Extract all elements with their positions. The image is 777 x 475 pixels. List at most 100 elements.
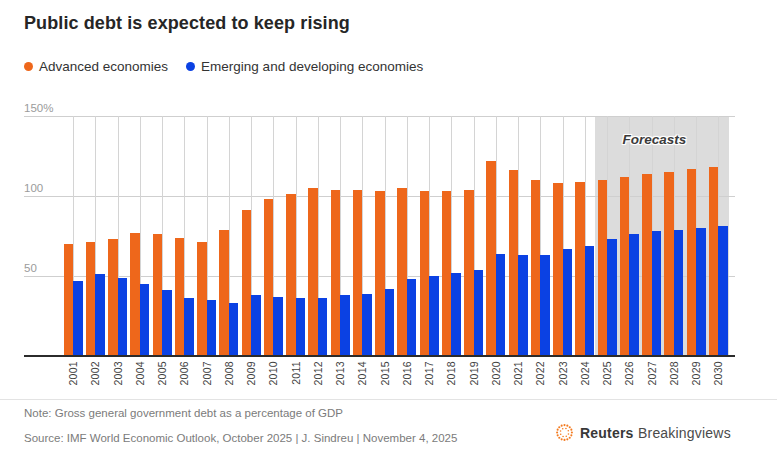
bar-advanced-2001 (64, 244, 74, 356)
x-axis-label-2006: 2006 (178, 361, 190, 386)
x-axis-label-2002: 2002 (89, 361, 101, 386)
bar-advanced-2010 (264, 199, 274, 356)
bar-advanced-2006 (175, 238, 185, 356)
bar-advanced-2021 (509, 170, 519, 356)
y-tick-label-50: 50 (24, 262, 37, 274)
x-axis-label-2003: 2003 (112, 361, 124, 386)
bar-emerging-2030 (718, 226, 728, 356)
bar-advanced-2024 (575, 182, 585, 356)
bar-advanced-2025 (598, 180, 608, 356)
bar-emerging-2021 (518, 255, 528, 356)
bar-emerging-2013 (340, 295, 350, 356)
x-axis-label-2005: 2005 (156, 361, 168, 386)
bar-advanced-2011 (286, 194, 296, 356)
x-axis-label-2001: 2001 (67, 361, 79, 386)
bar-advanced-2015 (375, 191, 385, 356)
bar-emerging-2004 (140, 284, 150, 356)
x-axis-baseline (24, 355, 735, 357)
bar-advanced-2027 (642, 174, 652, 356)
bar-advanced-2020 (486, 161, 496, 356)
bar-emerging-2006 (184, 298, 194, 356)
bar-emerging-2005 (162, 290, 172, 356)
bar-advanced-2029 (687, 169, 697, 356)
x-axis-label-2027: 2027 (646, 361, 658, 386)
y-tick-label-100: 100 (24, 182, 43, 194)
bar-emerging-2018 (451, 273, 461, 356)
bar-advanced-2023 (553, 183, 563, 356)
bar-advanced-2002 (86, 242, 96, 356)
bar-advanced-2007 (197, 242, 207, 356)
bar-advanced-2008 (219, 230, 229, 356)
bar-chart-plot-area: 150% 100 50 2001 2002 2003 2004 2005 2006 2007 200… (0, 0, 777, 475)
bar-advanced-2012 (308, 188, 318, 356)
bar-advanced-2022 (531, 180, 541, 356)
x-axis-label-2019: 2019 (468, 361, 480, 386)
x-axis-label-2023: 2023 (557, 361, 569, 386)
gridline-y-150 (24, 116, 735, 117)
x-axis-label-2029: 2029 (690, 361, 702, 386)
bar-emerging-2003 (118, 278, 128, 356)
bar-emerging-2011 (296, 298, 306, 356)
bar-emerging-2027 (652, 231, 662, 356)
bar-advanced-2014 (353, 190, 363, 356)
y-tick-label-150: 150% (24, 102, 53, 114)
reuters-breakingviews-logo: Reuters Breakingviews (555, 423, 731, 442)
logo-reuters-text: Reuters (580, 425, 634, 441)
x-axis-label-2016: 2016 (401, 361, 413, 386)
x-axis-label-2025: 2025 (601, 361, 613, 386)
bar-emerging-2015 (385, 289, 395, 356)
bar-advanced-2009 (242, 210, 252, 356)
bar-advanced-2005 (153, 234, 163, 356)
bar-emerging-2002 (95, 274, 105, 356)
bar-emerging-2001 (73, 281, 83, 356)
x-axis-label-2007: 2007 (201, 361, 213, 386)
x-axis-label-2010: 2010 (267, 361, 279, 386)
reuters-dotted-circle-icon (555, 423, 574, 442)
x-axis-label-2028: 2028 (668, 361, 680, 386)
bar-advanced-2003 (108, 239, 118, 356)
x-axis-label-2026: 2026 (623, 361, 635, 386)
x-axis-label-2008: 2008 (223, 361, 235, 386)
bar-emerging-2023 (563, 249, 573, 356)
x-axis-label-2013: 2013 (334, 361, 346, 386)
x-axis-label-2011: 2011 (290, 361, 302, 385)
bar-advanced-2018 (442, 191, 452, 356)
bar-emerging-2009 (251, 295, 261, 356)
bar-advanced-2013 (331, 190, 341, 356)
bar-advanced-2017 (420, 191, 430, 356)
chart-note: Note: Gross general government debt as a… (24, 407, 343, 419)
bar-advanced-2016 (397, 188, 407, 356)
bar-emerging-2020 (496, 254, 506, 356)
x-axis-label-2020: 2020 (490, 361, 502, 386)
bar-emerging-2016 (407, 279, 417, 356)
forecast-region-label: Forecasts (623, 132, 687, 147)
chart-card: Public debt is expected to keep rising A… (0, 0, 777, 475)
bar-emerging-2029 (696, 228, 706, 356)
x-axis-label-2015: 2015 (379, 361, 391, 386)
bar-emerging-2017 (429, 276, 439, 356)
bar-advanced-2004 (130, 233, 140, 356)
x-axis-label-2018: 2018 (445, 361, 457, 386)
x-axis-label-2024: 2024 (579, 361, 591, 386)
bar-advanced-2028 (664, 172, 674, 356)
chart-source: Source: IMF World Economic Outlook, Octo… (24, 432, 457, 444)
bar-emerging-2028 (674, 230, 684, 356)
bar-emerging-2025 (607, 239, 617, 356)
x-axis-label-2009: 2009 (245, 361, 257, 386)
bar-emerging-2007 (207, 300, 217, 356)
x-axis-label-2022: 2022 (534, 361, 546, 386)
bar-emerging-2012 (318, 298, 328, 356)
bar-advanced-2026 (620, 177, 630, 356)
x-axis-label-2030: 2030 (712, 361, 724, 386)
x-axis-label-2017: 2017 (423, 361, 435, 386)
bar-emerging-2010 (273, 297, 283, 356)
bar-emerging-2022 (540, 255, 550, 356)
bar-emerging-2026 (629, 234, 639, 356)
bar-emerging-2014 (362, 294, 372, 356)
bar-emerging-2024 (585, 246, 595, 356)
footer-divider (0, 399, 777, 400)
bar-emerging-2019 (474, 270, 484, 356)
x-axis-label-2004: 2004 (134, 361, 146, 386)
logo-breakingviews-text: Breakingviews (638, 425, 731, 441)
bar-emerging-2008 (229, 303, 239, 356)
